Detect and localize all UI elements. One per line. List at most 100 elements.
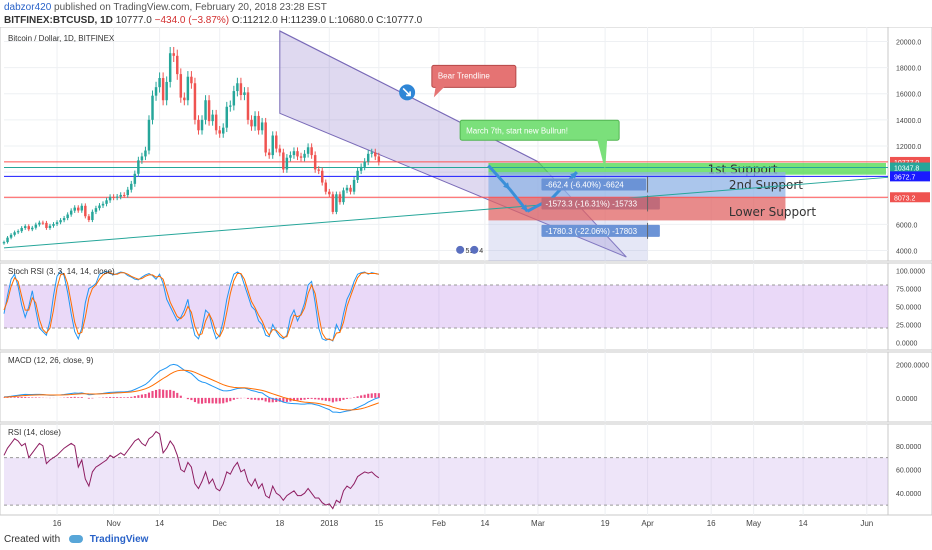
candle-body: [94, 208, 98, 212]
candle-body: [154, 87, 158, 96]
candle-body: [299, 156, 303, 158]
candle-body: [91, 211, 94, 221]
candle-body: [335, 194, 338, 212]
candle-body: [214, 114, 218, 131]
price-tag-label: 8073.2: [894, 195, 916, 202]
price-axis-label: 14000.0: [896, 118, 921, 125]
author-link[interactable]: dabzor420: [4, 2, 52, 13]
candle-body: [331, 194, 335, 212]
candle-body: [16, 231, 20, 233]
time-axis-label: Jun: [860, 519, 873, 528]
long-trendline: [3, 176, 889, 249]
candle-body: [158, 78, 161, 88]
pane-frame: [0, 423, 932, 516]
time-axis-label: 2018: [320, 519, 338, 528]
candle-body: [48, 225, 52, 228]
candle-body: [59, 220, 62, 223]
candle-body: [144, 150, 147, 157]
price-axis-label: 12000.0: [896, 144, 921, 151]
candle-body: [377, 156, 381, 162]
candle-body: [179, 74, 183, 98]
measurement-label-box: [541, 197, 660, 210]
measurement-label: -662.4 (-6.40%) -6624: [545, 180, 624, 189]
indicator-axis-label: 0.0000: [896, 396, 918, 403]
time-axis-label: May: [746, 519, 761, 528]
time-axis-label: 14: [155, 519, 164, 528]
candle-body: [239, 83, 243, 96]
candle-body: [140, 156, 144, 161]
price-tag: [890, 171, 930, 182]
candle-body: [186, 76, 190, 101]
pane-title: MACD (12, 26, close, 9): [8, 356, 94, 365]
candle-body: [165, 81, 168, 101]
footer: Created with TradingView: [4, 534, 148, 545]
down-arrow-glyph: [402, 87, 411, 97]
time-axis-label: Feb: [432, 519, 446, 528]
candle-body: [41, 222, 45, 224]
candle-body: [176, 55, 179, 75]
price-tag: [890, 192, 930, 203]
candle-body: [172, 53, 175, 56]
candle-body: [115, 196, 119, 198]
candle-body: [342, 190, 345, 203]
candle-body: [303, 153, 306, 158]
price-tag: [890, 156, 930, 167]
candle-body: [126, 189, 129, 196]
candle-body: [13, 232, 16, 235]
time-axis-label: Apr: [641, 519, 654, 528]
time-axis-label: 14: [799, 519, 808, 528]
candle-body: [137, 160, 140, 174]
measurement-label: -1573.3 (-16.31%) -15733: [545, 199, 637, 208]
indicator-series-line: [3, 270, 379, 342]
time-axis-label: Mar: [531, 519, 545, 528]
price-axis-label: 16000.0: [896, 92, 921, 99]
candle-body: [52, 224, 55, 226]
candle-body: [105, 200, 108, 204]
candle-body: [278, 148, 282, 153]
pane-title: RSI (14, close): [8, 428, 61, 437]
indicator-axis-label: 75.0000: [896, 287, 921, 294]
indicator-axis-label: 50.0000: [896, 305, 921, 312]
candle-body: [275, 135, 278, 149]
candle-body: [200, 119, 204, 131]
candle-body: [356, 170, 359, 180]
candle-body: [250, 119, 253, 127]
candle-body: [289, 155, 292, 158]
price-change: −434.0 (−3.87%): [154, 15, 230, 26]
candle-body: [271, 135, 274, 156]
candle-body: [328, 191, 331, 195]
candle-body: [23, 226, 27, 228]
candle-body: [204, 100, 207, 120]
symbol-header: BITFINEX:BTCUSD, 1D 10777.0 −434.0 (−3.8…: [4, 15, 422, 26]
candle-body: [267, 152, 271, 156]
support-zone: [488, 162, 886, 175]
measurement-label-box: [541, 224, 660, 237]
candle-body: [321, 170, 324, 183]
tradingview-brand[interactable]: TradingView: [89, 534, 149, 545]
measurement-label: -1780.3 (-22.06%) -17803: [545, 227, 637, 236]
time-axis-label: 16: [53, 519, 62, 528]
indicator-axis-label: 40.0000: [896, 491, 921, 498]
publish-header: dabzor420 published on TradingView.com, …: [4, 2, 327, 13]
candle-body: [73, 207, 76, 211]
candle-body: [349, 187, 352, 192]
candle-body: [108, 196, 112, 201]
candle-body: [229, 105, 232, 107]
candle-body: [101, 203, 105, 206]
candle-body: [190, 76, 193, 84]
candle-body: [98, 205, 101, 209]
price-axis-label: 18000.0: [896, 66, 921, 73]
time-axis-label: 19: [601, 519, 610, 528]
candle-body: [119, 194, 122, 197]
indicator-axis-label: 2000.0000: [896, 362, 929, 369]
event-flag-label: 51: [465, 248, 473, 255]
candle-body: [253, 115, 257, 127]
candle-body: [66, 214, 69, 219]
candle-body: [282, 152, 285, 170]
event-flag-icon: [470, 245, 479, 254]
candle-body: [80, 205, 84, 211]
price-axis-label: 6000.0: [896, 222, 918, 229]
chart-canvas[interactable]: 16 Nov 14 Dec 18 2018 15 Feb 14 Mar 19 Apr 16 May 14 Ju…: [0, 27, 932, 532]
candle-body: [151, 95, 154, 120]
time-axis-label: Nov: [106, 519, 120, 528]
